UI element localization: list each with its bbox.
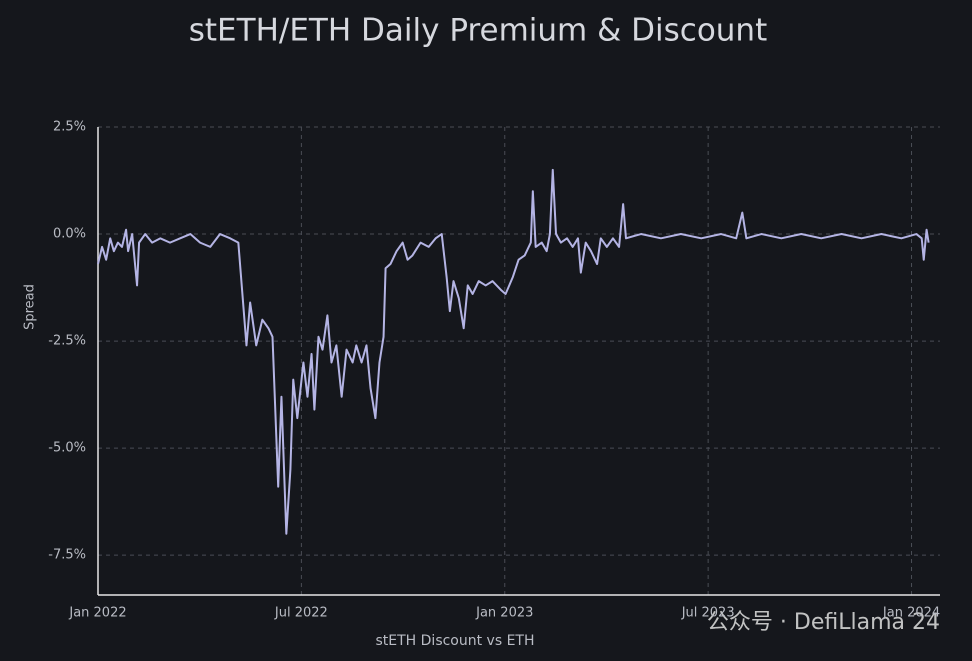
y-axis-label: Spread bbox=[23, 284, 38, 330]
x-tick-label: Jul 2023 bbox=[681, 606, 735, 621]
watermark: 公众号 · DefiLlama 24 bbox=[707, 610, 940, 635]
y-tick-label: -7.5% bbox=[48, 548, 86, 563]
y-tick-label: 2.5% bbox=[53, 120, 86, 135]
y-tick-label: 0.0% bbox=[53, 227, 86, 242]
y-tick-label: -5.0% bbox=[48, 441, 86, 456]
data-line bbox=[97, 168, 930, 535]
chart-title: stETH/ETH Daily Premium & Discount bbox=[189, 13, 767, 49]
x-tick-label: Jan 2024 bbox=[882, 606, 940, 621]
x-tick-label: Jan 2023 bbox=[475, 606, 533, 621]
x-tick-label: Jan 2022 bbox=[68, 606, 126, 621]
x-axis-label: stETH Discount vs ETH bbox=[375, 633, 534, 649]
y-tick-label: -2.5% bbox=[48, 334, 86, 349]
x-tick-label: Jul 2022 bbox=[274, 606, 328, 621]
